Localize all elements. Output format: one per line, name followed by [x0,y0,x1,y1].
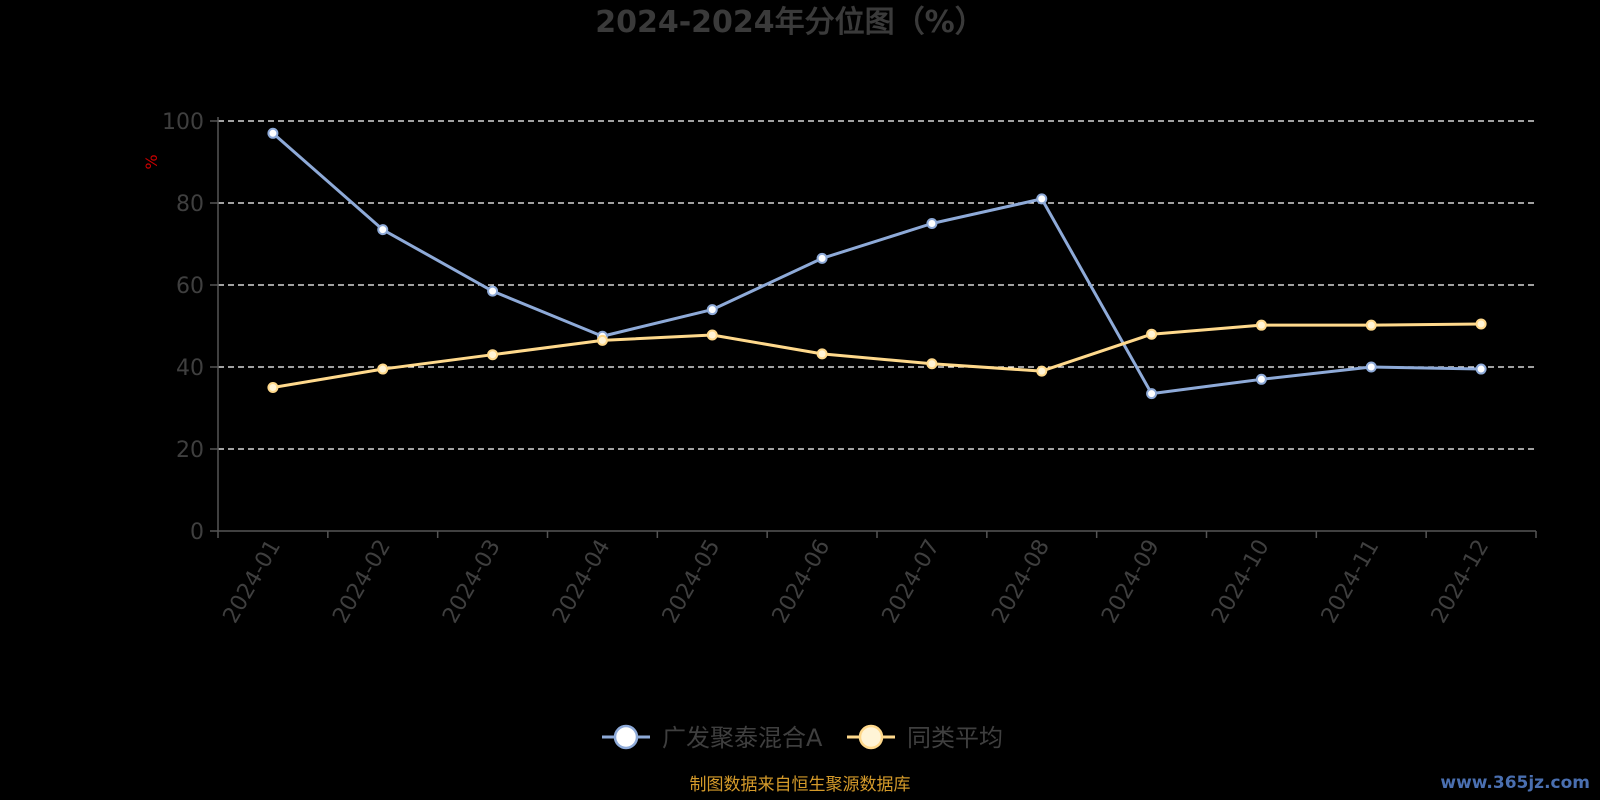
data-point[interactable] [926,358,938,370]
data-point[interactable] [267,127,279,139]
y-axis-unit-label: % [142,154,161,169]
y-tick-label: 80 [176,192,204,217]
x-tick-label: 2024-02 [328,536,396,628]
series-line-1 [272,322,1482,389]
x-tick-label: 2024-09 [1097,536,1165,628]
data-point[interactable] [706,304,718,316]
data-point[interactable] [596,334,608,346]
data-point[interactable] [487,349,499,361]
x-tick-label: 2024-06 [768,536,836,628]
data-point[interactable] [816,252,828,264]
data-point[interactable] [1365,319,1377,331]
legend-item-0[interactable]: 广发聚泰混合A [602,724,823,752]
chart-title: 2024-2024年分位图（%） [595,5,985,40]
legend-item-1[interactable]: 同类平均 [847,724,1003,752]
data-point[interactable] [816,348,828,360]
series-line-0 [271,132,1482,396]
data-point[interactable] [377,363,389,375]
data-point[interactable] [1475,363,1487,375]
x-tick-label: 2024-12 [1427,536,1495,628]
data-point[interactable] [1036,365,1048,377]
data-point[interactable] [1146,328,1158,340]
data-point[interactable] [1365,361,1377,373]
legend-label: 广发聚泰混合A [662,724,823,752]
data-point[interactable] [377,224,389,236]
legend-label: 同类平均 [907,724,1003,752]
grid-lines [218,120,1536,450]
x-tick-label: 2024-04 [548,536,616,628]
data-point[interactable] [1255,319,1267,331]
y-tick-label: 100 [162,110,204,135]
series-lines [267,127,1487,400]
legend-marker-icon [613,724,639,750]
data-point[interactable] [1475,318,1487,330]
data-point[interactable] [706,329,718,341]
y-tick-label: 60 [176,274,204,299]
series-0 [267,127,1487,400]
x-tick-label: 2024-11 [1317,536,1385,628]
legend-marker-icon [858,724,884,750]
data-point[interactable] [1146,388,1158,400]
legend[interactable]: 广发聚泰混合A 同类平均 [602,724,1003,752]
watermark: www.365jz.com [1440,773,1590,793]
y-tick-label: 0 [190,520,204,545]
x-tick-label: 2024-01 [219,536,287,628]
x-tick-label: 2024-05 [658,536,726,628]
data-point[interactable] [487,285,499,297]
y-tick-label: 40 [176,356,204,381]
data-point[interactable] [1255,373,1267,385]
data-point[interactable] [267,382,279,393]
data-point[interactable] [1036,193,1048,205]
x-tick-label: 2024-08 [987,536,1055,628]
x-tick-label: 2024-03 [438,536,506,628]
y-tick-label: 20 [176,438,204,463]
data-point[interactable] [926,218,938,229]
x-tick-label: 2024-10 [1207,536,1275,628]
source-note: 制图数据来自恒生聚源数据库 [690,775,911,795]
series-1 [267,318,1487,393]
x-tick-label: 2024-07 [878,536,946,628]
axes: 0 20 40 60 80 100 2024-01 2024-02 2024-03 2024-04… [162,110,1537,628]
